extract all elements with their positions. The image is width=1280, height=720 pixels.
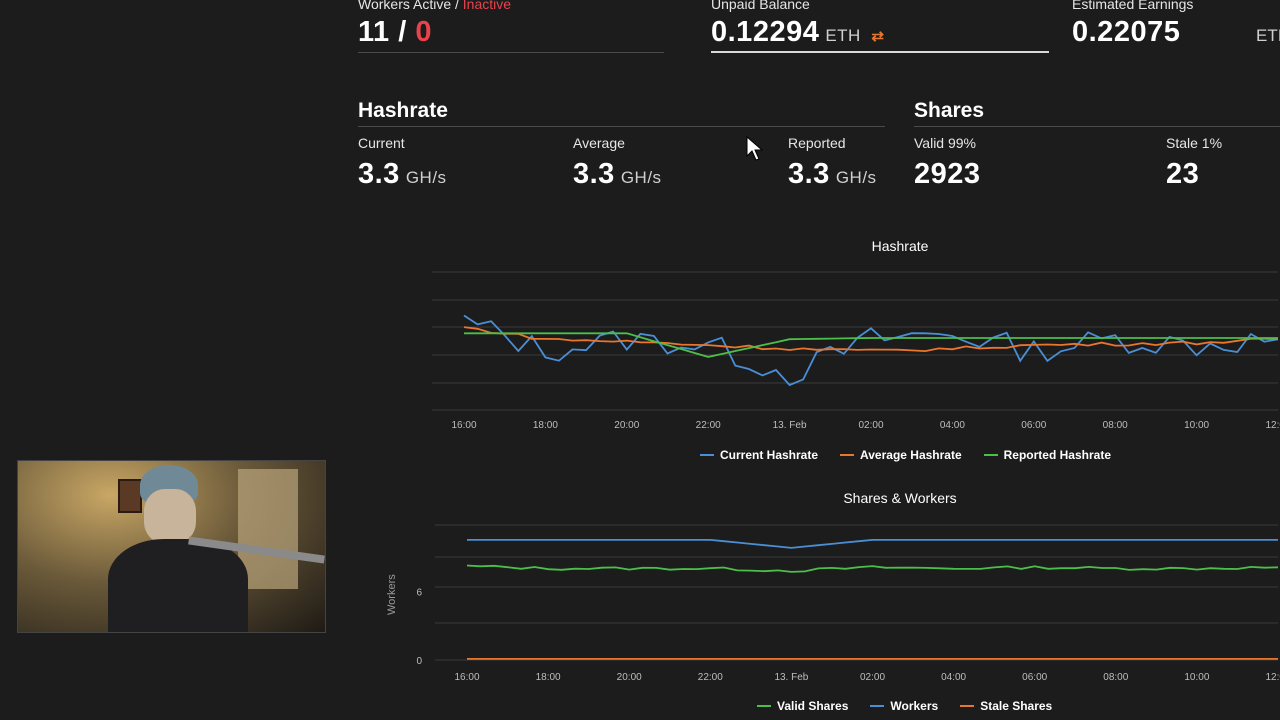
x-tick-label: 13. Feb — [774, 672, 808, 683]
x-tick-label: 08:00 — [1103, 672, 1128, 683]
x-tick-label: 08:00 — [1103, 420, 1128, 431]
valid-shares-label: Valid 99% — [914, 135, 977, 151]
x-tick-label: 20:00 — [617, 672, 642, 683]
legend-stale-shares[interactable]: Stale Shares — [960, 699, 1052, 713]
webcam-overlay — [17, 460, 326, 633]
x-tick-label: 13. Feb — [773, 420, 807, 431]
workers-label-text: Workers Active / — [358, 0, 463, 12]
unpaid-balance-value: 0.12294 — [711, 16, 820, 48]
legend-stale-label: Stale Shares — [980, 699, 1053, 713]
x-tick-label: 16:00 — [451, 420, 476, 431]
x-tick-label: 10:00 — [1184, 420, 1209, 431]
shares-workers-chart-title: Shares & Workers — [843, 490, 957, 506]
legend-valid-swatch — [757, 705, 771, 707]
legend-valid-shares[interactable]: Valid Shares — [757, 699, 848, 713]
hashrate-rule — [358, 126, 885, 127]
inactive-label-text: Inactive — [462, 0, 512, 12]
y-tick-label: 6 — [416, 587, 422, 598]
legend-workers-label: Workers — [890, 699, 939, 713]
reported-hashrate-label: Reported — [788, 135, 846, 151]
x-tick-label: 22:00 — [696, 420, 721, 431]
hashrate-chart-legend: Current Hashrate Average Hashrate Report… — [700, 448, 1111, 462]
unpaid-balance-unit: ETH — [825, 26, 861, 45]
x-tick-label: 04:00 — [941, 672, 966, 683]
legend-workers[interactable]: Workers — [870, 699, 938, 713]
legend-current-hashrate[interactable]: Current Hashrate — [700, 448, 818, 462]
current-hashrate-value: 3.3 — [358, 158, 400, 190]
series-line-reported-hashrate — [464, 332, 1278, 358]
unpaid-balance: 0.12294 ETH ⇄ — [711, 16, 884, 49]
wall-picture — [118, 479, 142, 513]
legend-stale-swatch — [960, 705, 975, 707]
x-tick-label: 18:00 — [533, 420, 558, 431]
reported-hashrate-value: 3.3 — [788, 158, 830, 190]
legend-average-swatch — [840, 454, 855, 456]
series-line-valid-shares — [466, 564, 1279, 573]
legend-workers-swatch — [870, 705, 885, 707]
average-hashrate-value: 3.3 — [573, 158, 615, 190]
legend-average-label: Average Hashrate — [860, 448, 962, 462]
mouse-cursor-icon — [746, 136, 764, 161]
hashrate-chart: 16:00 18:00 20:00 22:00 13. Feb 02:00 04:00 06:… — [432, 271, 1280, 431]
workers-active-value: 11 / — [358, 16, 407, 48]
workers-active-label: Workers Active / Inactive — [358, 0, 511, 12]
x-tick-label: 06:00 — [1021, 420, 1046, 431]
shares-section-title: Shares — [914, 99, 985, 122]
current-hashrate-label: Current — [358, 135, 405, 151]
legend-reported-label: Reported Hashrate — [1003, 448, 1112, 462]
average-hashrate-label: Average — [573, 135, 625, 151]
x-tick-label: 04:00 — [940, 420, 965, 431]
stale-shares-value: 23 — [1166, 158, 1200, 190]
hoodie — [108, 539, 248, 632]
y-tick-label: 0 — [416, 656, 422, 667]
legend-average-hashrate[interactable]: Average Hashrate — [840, 448, 962, 462]
hashrate-section-title: Hashrate — [358, 99, 448, 122]
valid-shares-value: 2923 — [914, 158, 981, 190]
legend-valid-label: Valid Shares — [777, 699, 849, 713]
x-tick-label: 12:00 — [1265, 420, 1280, 431]
stale-shares-label: Stale 1% — [1166, 135, 1223, 151]
legend-current-swatch — [700, 454, 714, 456]
x-tick-label: 02:00 — [860, 672, 885, 683]
shares-workers-legend: Valid Shares Workers Stale Shares — [757, 699, 1052, 713]
series-line-average-hashrate — [463, 326, 1279, 353]
unpaid-balance-label: Unpaid Balance — [711, 0, 810, 12]
x-tick-label: 18:00 — [536, 672, 561, 683]
series-line-current-hashrate — [463, 314, 1279, 387]
x-tick-label: 02:00 — [858, 420, 883, 431]
workers-count: 11 / 0 — [358, 16, 432, 49]
reported-hashrate: 3.3 GH/s — [788, 158, 877, 191]
estimated-earnings-label: Estimated Earnings — [1072, 0, 1194, 12]
shares-workers-chart: 16:00 18:00 20:00 22:00 13. Feb 02:00 04:00 06:… — [416, 524, 1280, 683]
hashrate-chart-title: Hashrate — [871, 238, 929, 254]
face — [144, 489, 196, 544]
x-tick-label: 12:00 — [1265, 672, 1280, 683]
estimated-earnings-unit: ETI — [1256, 26, 1280, 45]
average-hashrate-unit: GH/s — [620, 168, 662, 187]
x-tick-label: 06:00 — [1022, 672, 1047, 683]
swap-arrows-icon[interactable]: ⇄ — [871, 28, 885, 45]
legend-reported-swatch — [983, 454, 998, 456]
workers-axis-label: Workers — [386, 574, 398, 615]
x-tick-label: 16:00 — [454, 672, 479, 683]
x-tick-label: 10:00 — [1184, 672, 1209, 683]
door — [238, 469, 298, 589]
legend-reported-hashrate[interactable]: Reported Hashrate — [983, 448, 1112, 462]
current-hashrate: 3.3 GH/s — [358, 158, 447, 191]
shares-rule — [914, 126, 1280, 127]
legend-current-label: Current Hashrate — [720, 448, 819, 462]
average-hashrate: 3.3 GH/s — [573, 158, 662, 191]
workers-underline — [358, 52, 664, 53]
estimated-earnings-value: 0.22075 — [1072, 16, 1181, 48]
series-line-workers — [467, 539, 1278, 549]
current-hashrate-unit: GH/s — [405, 168, 447, 187]
workers-inactive-value: 0 — [415, 16, 432, 48]
x-tick-label: 22:00 — [698, 672, 723, 683]
reported-hashrate-unit: GH/s — [835, 168, 877, 187]
unpaid-underline — [711, 51, 1049, 53]
x-tick-label: 20:00 — [614, 420, 639, 431]
